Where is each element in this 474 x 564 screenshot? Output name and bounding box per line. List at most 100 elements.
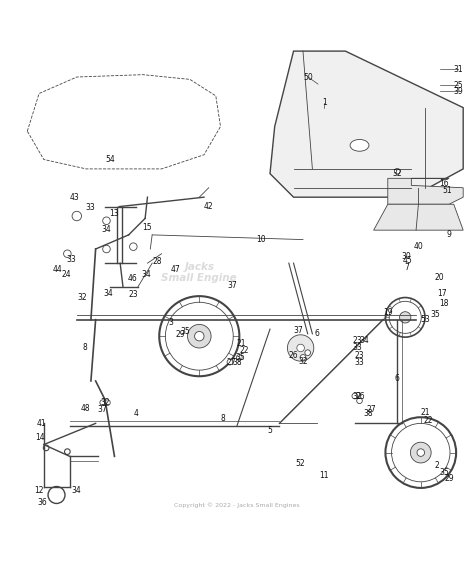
Circle shape xyxy=(103,217,110,224)
Text: 17: 17 xyxy=(437,289,447,298)
Text: 29: 29 xyxy=(176,331,185,340)
Circle shape xyxy=(64,250,71,258)
Text: 21: 21 xyxy=(237,339,246,348)
Text: 29: 29 xyxy=(444,474,454,483)
Circle shape xyxy=(227,359,233,365)
Text: 24: 24 xyxy=(62,270,71,279)
Circle shape xyxy=(287,335,314,361)
Text: 1: 1 xyxy=(322,99,327,107)
Text: 53: 53 xyxy=(420,315,430,324)
Circle shape xyxy=(385,417,456,488)
Circle shape xyxy=(103,245,110,253)
Text: 42: 42 xyxy=(204,202,214,211)
Text: 26: 26 xyxy=(289,351,298,360)
Circle shape xyxy=(357,398,362,404)
Text: 37: 37 xyxy=(228,281,237,290)
Text: 43: 43 xyxy=(70,193,80,202)
Circle shape xyxy=(48,487,65,504)
Text: 22: 22 xyxy=(423,416,433,425)
Ellipse shape xyxy=(350,139,369,151)
Text: 40: 40 xyxy=(413,242,423,251)
Text: 3: 3 xyxy=(169,318,173,327)
Text: 9: 9 xyxy=(447,230,452,239)
Text: 16: 16 xyxy=(439,179,449,188)
Circle shape xyxy=(188,324,211,348)
Text: 51: 51 xyxy=(442,186,452,195)
Text: 8: 8 xyxy=(220,414,225,423)
Circle shape xyxy=(159,296,239,376)
Text: 48: 48 xyxy=(81,404,90,413)
Text: 47: 47 xyxy=(171,265,181,274)
Text: 11: 11 xyxy=(319,471,329,480)
Text: 34: 34 xyxy=(101,224,111,233)
Text: 27: 27 xyxy=(367,405,376,414)
PathPatch shape xyxy=(270,51,463,197)
Text: 18: 18 xyxy=(439,299,449,308)
Circle shape xyxy=(400,312,411,323)
Text: 20: 20 xyxy=(435,273,445,282)
Text: 21: 21 xyxy=(421,408,430,417)
Text: 23: 23 xyxy=(128,290,138,299)
Text: 4: 4 xyxy=(133,409,138,418)
PathPatch shape xyxy=(374,204,463,230)
Text: Copyright © 2022 - Jacks Small Engines: Copyright © 2022 - Jacks Small Engines xyxy=(174,503,300,508)
Text: 39: 39 xyxy=(454,87,464,96)
Text: 37: 37 xyxy=(293,325,303,334)
Text: 7: 7 xyxy=(404,263,409,272)
Circle shape xyxy=(165,302,233,370)
Circle shape xyxy=(385,298,425,337)
Text: 35: 35 xyxy=(236,353,245,362)
Text: 19: 19 xyxy=(383,308,392,317)
Text: 27: 27 xyxy=(226,358,236,367)
Text: 33: 33 xyxy=(66,255,76,264)
Circle shape xyxy=(410,442,431,463)
Text: 23: 23 xyxy=(355,351,365,359)
Circle shape xyxy=(417,449,425,456)
Circle shape xyxy=(394,169,400,174)
Text: 50: 50 xyxy=(304,73,313,82)
Text: 38: 38 xyxy=(363,409,373,418)
Text: 37: 37 xyxy=(98,405,108,414)
Text: 25: 25 xyxy=(454,81,463,90)
Text: 46: 46 xyxy=(128,274,137,283)
Text: 33: 33 xyxy=(85,203,95,212)
Text: 26: 26 xyxy=(356,391,365,400)
Circle shape xyxy=(389,301,421,333)
Text: 54: 54 xyxy=(106,155,116,164)
Circle shape xyxy=(305,350,310,355)
Text: 2: 2 xyxy=(435,461,440,470)
Text: 35: 35 xyxy=(180,327,190,336)
Circle shape xyxy=(105,400,110,406)
Circle shape xyxy=(392,424,450,482)
Circle shape xyxy=(300,355,306,360)
Text: 32: 32 xyxy=(78,293,87,302)
Text: 10: 10 xyxy=(256,235,265,244)
Text: Jacks
Small Engine: Jacks Small Engine xyxy=(162,262,237,283)
Circle shape xyxy=(352,393,357,399)
Text: 34: 34 xyxy=(103,289,113,298)
Text: 35: 35 xyxy=(439,468,449,477)
Text: 15: 15 xyxy=(143,223,152,232)
Circle shape xyxy=(195,332,204,341)
Text: 41: 41 xyxy=(36,419,46,428)
Text: 36: 36 xyxy=(37,497,47,506)
Text: 28: 28 xyxy=(152,257,162,266)
Text: 34: 34 xyxy=(142,270,151,279)
Circle shape xyxy=(72,212,82,221)
Text: 31: 31 xyxy=(454,64,463,73)
Text: 30: 30 xyxy=(402,252,411,261)
Text: 23: 23 xyxy=(352,336,362,345)
Text: 52: 52 xyxy=(296,459,305,468)
PathPatch shape xyxy=(388,178,463,204)
Circle shape xyxy=(100,400,106,406)
Text: 33: 33 xyxy=(355,358,365,367)
Text: 45: 45 xyxy=(403,256,412,265)
Circle shape xyxy=(129,243,137,250)
Text: 34: 34 xyxy=(71,486,81,495)
Text: 32: 32 xyxy=(392,169,402,178)
Text: 38: 38 xyxy=(232,358,242,367)
Circle shape xyxy=(64,449,70,455)
Text: 44: 44 xyxy=(53,265,63,274)
Text: 13: 13 xyxy=(109,209,119,218)
Text: 32: 32 xyxy=(100,398,110,407)
